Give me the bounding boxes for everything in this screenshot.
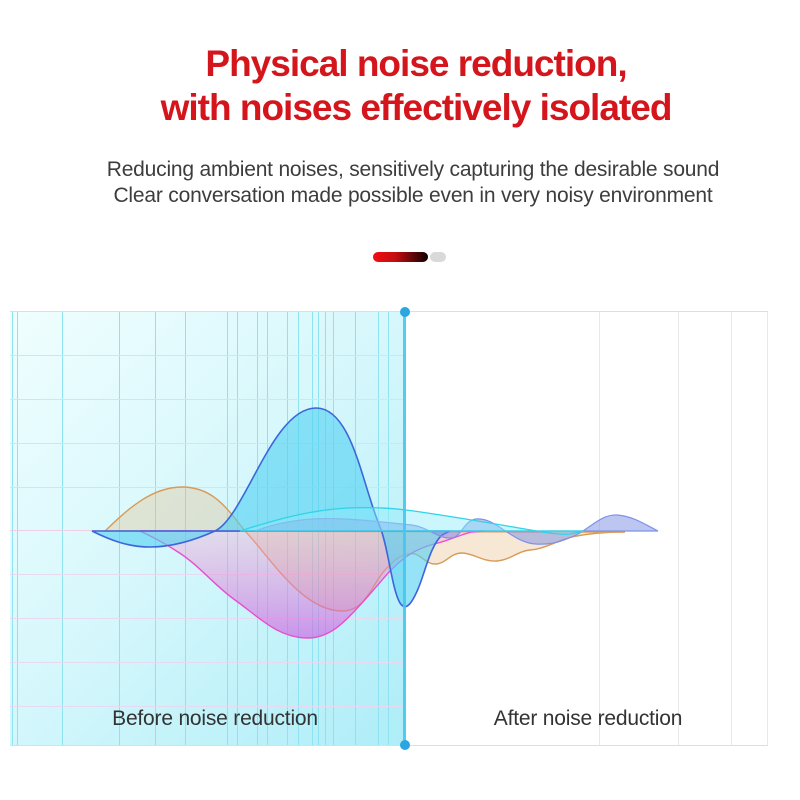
grid-line [62, 312, 63, 745]
comparison-divider-line[interactable] [403, 311, 406, 746]
carousel-dot[interactable] [430, 252, 446, 262]
carousel-indicator [373, 252, 446, 262]
after-label: After noise reduction [493, 707, 683, 730]
grid-line [10, 399, 405, 400]
wave-big-blue [91, 407, 451, 608]
comparison-chart: Before noise reduction After noise reduc… [10, 307, 768, 750]
wave-periwinkle [254, 514, 659, 545]
grid-line [10, 618, 405, 619]
grid-line [10, 487, 405, 488]
carousel-dot-active[interactable] [373, 252, 428, 262]
wave-cyan [239, 506, 585, 535]
chart-bottom-border [10, 745, 768, 746]
grid-line [10, 355, 405, 356]
page-subtitle-line1: Reducing ambient noises, sensitively cap… [106, 158, 720, 181]
grid-line [10, 706, 405, 707]
page-subtitle-line2: Clear conversation made possible even in… [113, 184, 713, 207]
page-subtitle: Reducing ambient noises, sensitively cap… [13, 157, 800, 209]
grid-line [17, 312, 18, 745]
grid-line [119, 312, 120, 745]
grid-line [10, 443, 405, 444]
grid-line [678, 312, 679, 745]
grid-line [731, 312, 732, 745]
grid-line [155, 312, 156, 745]
divider-handle-top[interactable] [400, 307, 410, 317]
grid-line [10, 662, 405, 663]
before-label: Before noise reduction [112, 707, 318, 730]
waveform-svg [91, 407, 659, 639]
grid-line [767, 312, 768, 745]
chart-top-border [10, 311, 768, 312]
page-title-line2: with noises effectively isolated [160, 87, 673, 128]
page-title: Physical noise reduction, with noises ef… [16, 42, 800, 130]
divider-handle-bottom[interactable] [400, 740, 410, 750]
grid-line [12, 312, 13, 745]
grid-line [185, 312, 186, 745]
page-title-line1: Physical noise reduction, [205, 43, 627, 84]
